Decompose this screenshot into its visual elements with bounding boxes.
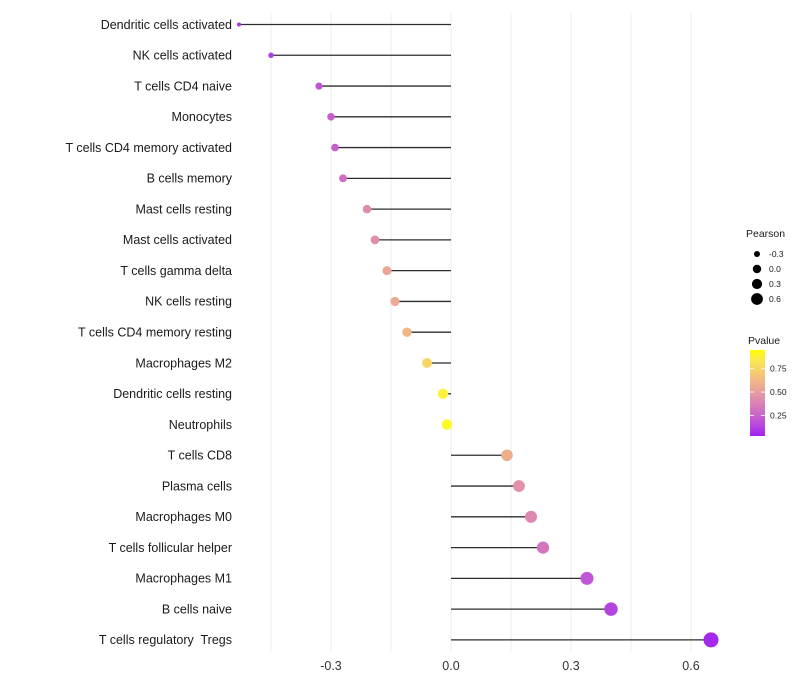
lollipop-point	[382, 266, 392, 276]
category-label: Mast cells resting	[135, 202, 232, 216]
size-legend-dot	[751, 293, 763, 305]
size-legend-label: 0.0	[769, 264, 781, 274]
size-legend-title: Pearson	[746, 228, 785, 240]
lollipop-point	[604, 602, 618, 616]
size-legend-dot	[752, 264, 762, 274]
size-legend-dot	[751, 278, 763, 290]
lollipop-point	[331, 143, 339, 152]
category-label: Dendritic cells activated	[101, 18, 232, 32]
category-label: Dendritic cells resting	[113, 387, 232, 401]
category-label: B cells memory	[147, 172, 233, 186]
x-tick-label: 0.0	[442, 659, 459, 673]
lollipop-point	[513, 480, 525, 492]
lollipop-point	[370, 235, 380, 245]
lollipop-point	[536, 541, 550, 554]
lollipop-point	[441, 419, 453, 430]
category-label: T cells regulatory Tregs	[99, 633, 232, 647]
lollipop-point	[268, 52, 274, 59]
category-label: Monocytes	[172, 110, 232, 124]
category-label: T cells follicular helper	[109, 541, 232, 555]
category-label: T cells CD8	[168, 449, 232, 463]
color-legend-label: 0.75	[770, 364, 787, 374]
size-legend-label: 0.3	[769, 279, 781, 289]
lollipop-point	[327, 113, 335, 121]
category-label: Mast cells activated	[123, 233, 232, 247]
lollipop-point	[422, 357, 432, 368]
category-label: T cells CD4 memory resting	[78, 326, 232, 340]
lollipop-point	[315, 82, 323, 90]
category-label: Macrophages M0	[135, 510, 232, 524]
lollipop-point	[501, 449, 513, 462]
color-legend-title: Pvalue	[748, 335, 780, 347]
x-tick-label: -0.3	[320, 659, 342, 673]
category-label: T cells gamma delta	[120, 264, 232, 278]
size-legend-label: 0.6	[769, 294, 781, 304]
category-label: T cells CD4 naive	[134, 79, 232, 93]
category-label: Plasma cells	[162, 479, 232, 493]
lollipop-point	[703, 632, 719, 648]
category-label: Macrophages M1	[135, 572, 232, 586]
category-label: T cells CD4 memory activated	[66, 141, 233, 155]
color-legend-label: 0.50	[770, 387, 787, 397]
color-legend-label: 0.25	[770, 410, 787, 420]
lollipop-point	[339, 174, 347, 183]
x-tick-label: 0.3	[562, 659, 579, 673]
x-tick-label: 0.6	[682, 659, 699, 673]
pvalue-colorbar	[750, 350, 765, 436]
lollipop-point	[580, 571, 594, 585]
lollipop-point	[362, 204, 372, 214]
category-label: Macrophages M2	[135, 356, 232, 370]
size-legend-label: -0.3	[769, 249, 784, 259]
size-legend-dot	[753, 250, 761, 258]
category-label: NK cells resting	[145, 295, 232, 309]
lollipop-point	[524, 510, 538, 523]
lollipop-point	[390, 296, 400, 307]
category-label: NK cells activated	[133, 49, 232, 63]
category-label: B cells naive	[162, 602, 232, 616]
lollipop-point	[402, 327, 412, 337]
lollipop-point	[437, 388, 449, 399]
category-label: Neutrophils	[169, 418, 232, 432]
lollipop-point	[237, 22, 241, 27]
